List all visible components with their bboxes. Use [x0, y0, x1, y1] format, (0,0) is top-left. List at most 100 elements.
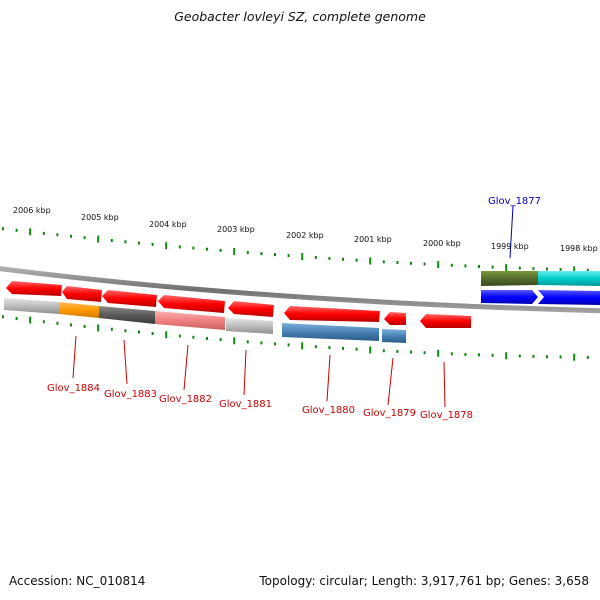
outer-tick-32	[437, 261, 440, 269]
scale-label-2003: 2003 kbp	[217, 225, 255, 234]
inner-tick-0	[2, 315, 4, 319]
outer-tick-3	[42, 231, 45, 235]
leader-glov-1883	[123, 339, 128, 385]
gene-label-glov-1877[interactable]: Glov_1877	[488, 196, 541, 207]
outer-tick-26	[355, 258, 358, 262]
cog-bar-7[interactable]	[382, 329, 406, 343]
outer-tick-19	[260, 252, 263, 256]
inner-tick-8	[110, 327, 113, 331]
gene-arrow-glov-1882[interactable]	[158, 295, 225, 313]
inner-tick-12	[165, 331, 168, 339]
outer-tick-5	[70, 234, 72, 238]
forward-strand-genes	[481, 271, 600, 286]
outer-tick-9	[124, 240, 127, 244]
genome-summary-text: Topology: circular; Length: 3,917,761 bp…	[259, 574, 589, 588]
gene-arrow-glov-1881[interactable]	[228, 301, 274, 317]
red-gene-arrows	[6, 281, 471, 328]
inner-tick-17	[233, 337, 236, 345]
outer-tick-16	[219, 248, 222, 252]
inner-tick-26	[355, 347, 358, 351]
outer-tick-42	[573, 266, 576, 274]
outer-tick-23	[314, 256, 317, 259]
gene-arrow-glov-1878[interactable]	[420, 314, 471, 328]
inner-tick-42	[573, 353, 576, 361]
cog-bar-1[interactable]	[4, 298, 59, 314]
cog-bar-6[interactable]	[282, 323, 379, 341]
cog-bar-4[interactable]	[155, 311, 225, 330]
inner-tick-37	[505, 352, 508, 360]
gene-labels: Glov_1884 Glov_1883 Glov_1882 Glov_1881 …	[47, 196, 541, 421]
outer-tick-30	[410, 261, 412, 265]
inner-scale-ticks	[2, 315, 589, 361]
gene-arrow-glov-1877[interactable]	[481, 271, 538, 286]
leader-glov-1884	[72, 335, 77, 379]
outer-tick-41	[559, 267, 562, 271]
outer-tick-37	[505, 264, 508, 272]
outer-tick-18	[246, 251, 249, 255]
cog-bar-3[interactable]	[99, 306, 155, 324]
outer-tick-1	[15, 228, 18, 232]
cog-bar-glov-1876[interactable]	[538, 271, 600, 286]
gene-label-glov-1884[interactable]: Glov_1884	[47, 383, 100, 394]
gene-arrow-blue-2[interactable]	[538, 290, 600, 305]
inner-tick-14	[192, 335, 195, 339]
outer-tick-31	[423, 262, 426, 266]
outer-tick-38	[518, 266, 521, 270]
outer-tick-36	[491, 265, 494, 269]
outer-tick-25	[342, 257, 344, 261]
outer-tick-33	[450, 263, 453, 267]
inner-tick-9	[124, 329, 127, 333]
outer-tick-4	[56, 233, 59, 237]
leader-glov-1877	[509, 205, 514, 259]
outer-scale-ticks	[2, 227, 589, 274]
outer-tick-20	[274, 253, 276, 257]
gene-arrow-glov-1880[interactable]	[284, 306, 380, 322]
outer-tick-29	[396, 261, 399, 264]
outer-tick-21	[287, 254, 290, 258]
inner-tick-32	[437, 349, 440, 357]
outer-tick-12	[165, 242, 168, 250]
outer-tick-27	[369, 257, 372, 265]
inner-tick-18	[246, 340, 249, 344]
inner-tick-22	[301, 342, 304, 350]
genome-backbone	[0, 266, 600, 314]
cog-bar-5[interactable]	[226, 318, 273, 334]
gene-arrow-glov-1883[interactable]	[102, 290, 157, 307]
outer-tick-28	[382, 260, 385, 264]
outer-tick-40	[546, 267, 548, 271]
inner-tick-29	[396, 349, 399, 353]
outer-tick-13	[178, 245, 181, 249]
inner-tick-28	[382, 349, 385, 353]
blue-genes	[481, 290, 600, 305]
gene-label-glov-1882[interactable]: Glov_1882	[159, 394, 212, 405]
accession-text: Accession: NC_010814	[9, 574, 146, 588]
gene-arrow-glov-1879[interactable]	[384, 312, 406, 325]
inner-tick-34	[464, 352, 467, 356]
inner-tick-15	[206, 337, 208, 340]
gene-arrow-glov-1884b[interactable]	[62, 286, 102, 302]
scale-label-2006: 2006 kbp	[13, 206, 51, 215]
gene-label-glov-1881[interactable]: Glov_1881	[219, 399, 272, 410]
inner-tick-25	[342, 346, 344, 350]
inner-tick-6	[83, 324, 86, 328]
scale-label-2001: 2001 kbp	[354, 235, 392, 244]
inner-tick-10	[138, 330, 140, 334]
outer-tick-43	[586, 268, 589, 272]
gene-arrow-blue-1[interactable]	[481, 290, 538, 304]
inner-tick-5	[70, 323, 72, 327]
inner-tick-41	[559, 355, 562, 359]
gene-arrow-glov-1884[interactable]	[6, 281, 62, 296]
cog-bar-2[interactable]	[59, 302, 99, 318]
inner-tick-35	[478, 353, 480, 357]
gene-label-glov-1880[interactable]: Glov_1880	[302, 405, 355, 416]
gene-label-glov-1878[interactable]: Glov_1878	[420, 410, 473, 421]
gene-label-glov-1879[interactable]: Glov_1879	[363, 408, 416, 419]
inner-tick-30	[410, 350, 412, 354]
inner-tick-13	[178, 334, 181, 338]
leader-glov-1879	[387, 357, 394, 406]
scale-label-2000: 2000 kbp	[423, 239, 461, 248]
gene-label-glov-1883[interactable]: Glov_1883	[104, 389, 157, 400]
inner-tick-31	[423, 351, 426, 355]
outer-tick-0	[2, 227, 4, 231]
